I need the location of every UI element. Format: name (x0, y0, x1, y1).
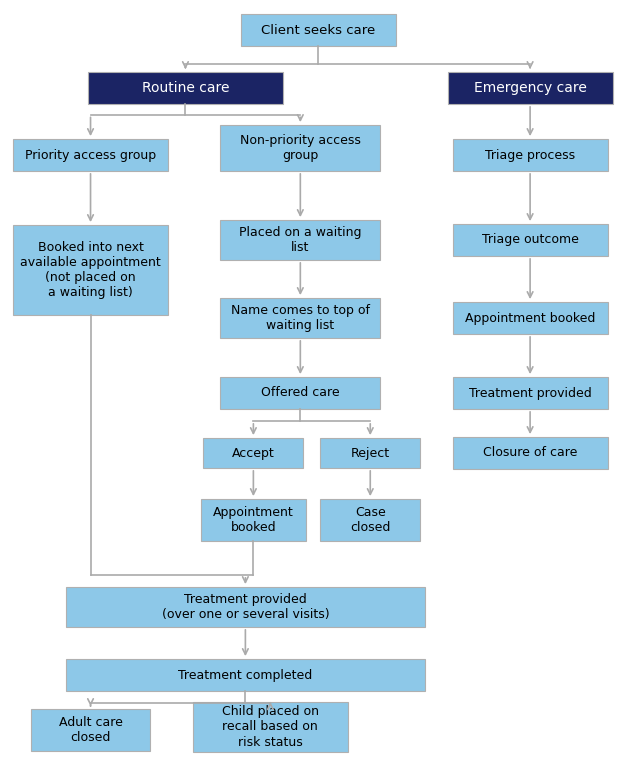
Text: Placed on a waiting
list: Placed on a waiting list (239, 226, 362, 254)
FancyBboxPatch shape (66, 659, 426, 691)
Text: Reject: Reject (351, 447, 390, 460)
Text: Appointment booked: Appointment booked (465, 311, 596, 325)
FancyBboxPatch shape (13, 139, 168, 171)
Text: Routine care: Routine care (141, 81, 229, 95)
Text: Client seeks care: Client seeks care (261, 24, 375, 36)
FancyBboxPatch shape (220, 125, 380, 171)
FancyBboxPatch shape (88, 72, 283, 104)
FancyBboxPatch shape (320, 499, 420, 541)
Text: Treatment provided: Treatment provided (469, 387, 592, 400)
Text: Triage outcome: Triage outcome (482, 234, 578, 247)
Text: Priority access group: Priority access group (25, 148, 156, 161)
FancyBboxPatch shape (220, 220, 380, 260)
Text: Accept: Accept (232, 447, 275, 460)
Text: Offered care: Offered care (261, 387, 340, 400)
Text: Emergency care: Emergency care (474, 81, 587, 95)
FancyBboxPatch shape (220, 377, 380, 409)
Text: Treatment completed: Treatment completed (178, 668, 313, 681)
Text: Treatment provided
(over one or several visits): Treatment provided (over one or several … (162, 593, 329, 621)
FancyBboxPatch shape (203, 438, 303, 468)
FancyBboxPatch shape (31, 709, 150, 751)
FancyBboxPatch shape (453, 302, 608, 334)
FancyBboxPatch shape (453, 224, 608, 256)
FancyBboxPatch shape (448, 72, 613, 104)
Text: Triage process: Triage process (485, 148, 575, 161)
FancyBboxPatch shape (453, 139, 608, 171)
Text: Appointment
booked: Appointment booked (213, 506, 294, 534)
FancyBboxPatch shape (220, 298, 380, 338)
FancyBboxPatch shape (453, 377, 608, 409)
FancyBboxPatch shape (320, 438, 420, 468)
Text: Booked into next
available appointment
(not placed on
a waiting list): Booked into next available appointment (… (20, 241, 161, 299)
FancyBboxPatch shape (193, 702, 348, 752)
Text: Adult care
closed: Adult care closed (59, 716, 122, 744)
Text: Closure of care: Closure of care (483, 447, 577, 460)
FancyBboxPatch shape (201, 499, 306, 541)
FancyBboxPatch shape (66, 587, 426, 627)
Text: Child placed on
recall based on
risk status: Child placed on recall based on risk sta… (222, 705, 319, 748)
Text: Name comes to top of
waiting list: Name comes to top of waiting list (231, 304, 370, 332)
FancyBboxPatch shape (453, 437, 608, 469)
Text: Case
closed: Case closed (350, 506, 390, 534)
FancyBboxPatch shape (13, 225, 168, 315)
FancyBboxPatch shape (241, 14, 396, 46)
Text: Non-priority access
group: Non-priority access group (240, 134, 361, 162)
